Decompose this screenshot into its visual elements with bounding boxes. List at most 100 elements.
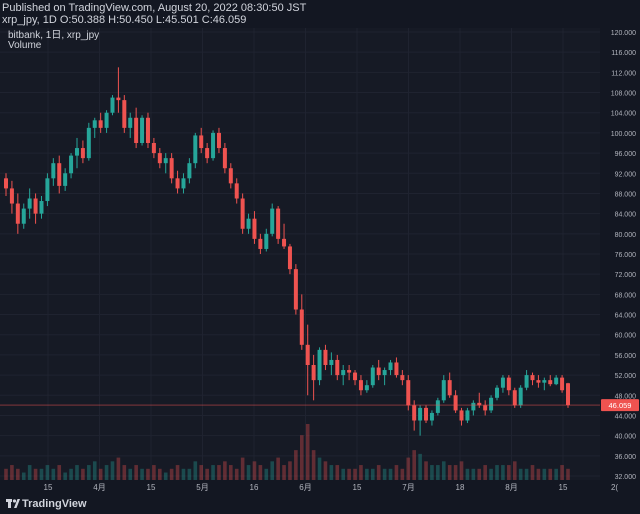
candle-body: [9, 188, 14, 204]
volume-bar: [270, 461, 275, 480]
y-tick-label: 120.000: [611, 30, 636, 37]
volume-bar: [217, 465, 221, 480]
candle-body: [134, 117, 139, 143]
x-tick-label: 15: [147, 483, 156, 492]
volume-bar: [542, 468, 547, 480]
chart-header: Published on TradingView.com, August 20,…: [0, 0, 640, 28]
candle-body: [199, 135, 204, 149]
volume-bar: [495, 465, 499, 480]
candle-body: [264, 233, 269, 249]
candle-body: [370, 367, 375, 386]
candle-body: [512, 390, 517, 406]
candle-body: [145, 117, 150, 143]
volume-bar: [294, 450, 298, 480]
volume-bar: [4, 468, 8, 480]
candle-body: [548, 380, 553, 385]
x-tick-label: 8月: [505, 483, 517, 492]
volume-bar: [370, 468, 375, 480]
volume-bar: [181, 468, 186, 480]
volume-bar: [548, 468, 553, 480]
volume-bar: [205, 468, 209, 480]
candle-body: [394, 362, 399, 376]
candle-body: [353, 372, 358, 381]
candle-body: [276, 208, 281, 239]
volume-bar: [140, 468, 144, 480]
candle-body: [74, 148, 79, 156]
price-axis-svg: 120.000 116.000 112.000 108.000 104.000 100.0…: [601, 30, 639, 481]
candle-body: [406, 380, 411, 406]
candle-body: [329, 359, 334, 365]
ohlc-summary: xrp_jpy, 1D O:50.388 H:50.450 L:45.501 C…: [2, 14, 247, 26]
candlestick-chart[interactable]: [0, 28, 615, 480]
volume-bar: [554, 468, 558, 480]
candle-body: [86, 127, 91, 159]
x-tick-label: 18: [456, 483, 465, 492]
published-info: Published on TradingView.com, August 20,…: [2, 2, 307, 14]
volume-bar: [98, 468, 103, 480]
volume-bar: [424, 461, 428, 480]
x-tick-label: 7月: [402, 483, 414, 492]
volume-bar: [323, 461, 328, 480]
volume-bar: [33, 468, 38, 480]
volume-bar: [175, 465, 180, 480]
candle-body: [500, 377, 505, 388]
candle-body: [252, 218, 257, 239]
volume-bar: [104, 465, 109, 480]
tradingview-brand[interactable]: TradingView: [22, 498, 87, 510]
legend-symbol[interactable]: bitbank, 1日, xrp_jpy: [8, 30, 100, 41]
x-tick-label: 16: [250, 483, 259, 492]
candle-body: [299, 309, 304, 345]
candle-body: [92, 120, 97, 128]
time-axis-svg: 15 4月 15 5月 16 6月 15 7月 18 8月 15 2(: [44, 483, 619, 492]
volume-bar: [51, 468, 56, 480]
candle-body: [311, 365, 316, 381]
candle-body: [98, 120, 103, 128]
y-tick-label: 80.000: [615, 232, 637, 239]
volume-bar: [376, 465, 381, 480]
volume-bar: [453, 465, 458, 480]
volume-bar: [430, 465, 434, 480]
candle-body: [45, 178, 50, 202]
footer: TradingView: [0, 494, 640, 514]
volume-bar: [560, 465, 564, 480]
candle-body: [110, 97, 115, 113]
x-tick-label: 6月: [299, 483, 311, 492]
candle-body: [305, 344, 310, 365]
volume-bar: [441, 461, 446, 480]
candle-body: [554, 377, 559, 385]
volume-bar: [388, 468, 393, 480]
candle-body: [151, 143, 156, 154]
time-axis[interactable]: 15 4月 15 5月 16 6月 15 7月 18 8月 15 2(: [0, 480, 640, 494]
y-tick-label: 56.000: [615, 353, 637, 360]
candle-body: [69, 155, 74, 174]
candle-body: [566, 383, 570, 406]
volume-bar: [92, 461, 97, 480]
volume-bar: [193, 461, 198, 480]
candle-body: [506, 377, 511, 391]
candle-body: [418, 407, 423, 421]
x-tick-label: 5月: [196, 483, 208, 492]
volume-bar: [347, 468, 351, 480]
volume-bar: [418, 453, 422, 480]
candle-body: [63, 173, 68, 186]
volume-bar: [459, 461, 464, 480]
price-axis[interactable]: 120.000 116.000 112.000 108.000 104.000 100.0…: [600, 28, 640, 481]
volume-bar: [240, 457, 245, 480]
plot-area[interactable]: [0, 28, 615, 480]
candle-body: [104, 112, 109, 128]
candle-body: [335, 359, 340, 376]
volume-bar: [353, 468, 357, 480]
candle-body: [376, 367, 381, 376]
volume-bar: [246, 465, 251, 480]
volume-bar: [116, 457, 121, 480]
volume-bar: [16, 468, 20, 480]
candle-body: [489, 397, 494, 411]
candle-body: [80, 148, 85, 159]
volume-bar: [412, 450, 416, 480]
legend-volume[interactable]: Volume: [8, 40, 42, 51]
tradingview-logo-icon[interactable]: [6, 499, 20, 509]
candle-body: [211, 132, 216, 159]
y-tick-label: 72.000: [615, 272, 637, 279]
x-tick-label: 15: [353, 483, 362, 492]
candle-body: [341, 370, 346, 376]
